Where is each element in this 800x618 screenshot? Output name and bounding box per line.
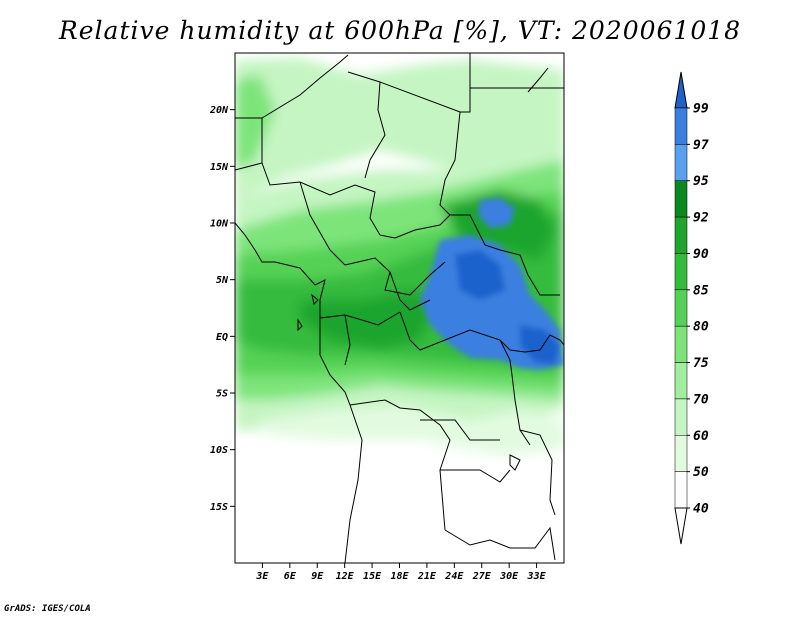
lat-tick-label: 10N [210,219,229,230]
lon-tick-label: 30E [499,571,519,582]
longitude-axis: 3E 6E 9E 12E 15E 18E 21E 24E 27E 30E 33E [255,563,547,582]
colorbar-bottom-triangle [674,507,688,545]
colorbar-segment [674,253,688,291]
colorbar-segment [674,289,688,327]
colorbar-label: 85 [693,283,709,298]
lon-tick-label: 24E [444,571,464,582]
colorbar-segment [674,398,688,436]
humidity-field [235,53,564,563]
colorbar-label: 80 [693,320,709,335]
lat-tick-label: 20N [209,105,229,116]
humidity-zone-light [260,405,564,455]
colorbar-label: 99 [693,102,709,117]
humidity-zone-saturated [455,250,505,300]
colorbar-segment [674,325,688,363]
colorbar-label: 70 [693,392,709,407]
colorbar-label: 92 [693,211,709,226]
colorbar-segment [674,471,688,509]
colorbar-segment [674,180,688,218]
latitude-axis: 20N 15N 10N 5N EQ 5S 10S 15S [209,105,235,513]
lon-tick-label: 18E [390,571,409,582]
colorbar-label: 97 [693,138,709,153]
lat-tick-label: 15S [210,502,228,513]
colorbar-label: 90 [693,247,709,262]
colorbar-top-triangle [674,71,688,109]
lon-tick-label: 6E [284,571,297,582]
chart-title: Relative humidity at 600hPa [%], VT: 202… [58,16,742,45]
colorbar-segment [674,435,688,472]
colorbar-segment [674,144,688,181]
colorbar-segment [674,362,688,400]
lat-tick-label: 10S [210,445,228,456]
colorbar-segment [674,216,688,254]
humidity-zone-saturated [478,198,515,228]
lon-tick-label: 27E [472,571,492,582]
colorbar-label: 60 [693,429,709,444]
humidity-zone-light [235,75,275,170]
lon-tick-label: 9E [311,571,324,582]
lon-tick-label: 3E [255,571,269,582]
lat-tick-label: EQ [216,332,228,343]
colorbar-label: 95 [693,174,709,189]
lon-tick-label: 15E [363,571,382,582]
lat-tick-label: 15N [210,162,229,173]
colorbar: 99 97 95 92 90 85 80 75 70 60 50 40 [674,71,709,545]
colorbar-label: 75 [693,356,709,371]
lon-tick-label: 12E [336,571,355,582]
lat-tick-label: 5N [216,275,229,286]
credit-label: GrADS: IGES/COLA [4,604,91,614]
colorbar-label: 40 [693,502,709,517]
colorbar-segment [674,107,688,145]
country-borders [235,53,564,563]
colorbar-label: 50 [693,465,709,480]
lat-tick-label: 5S [216,389,228,400]
lon-tick-label: 33E [527,571,547,582]
lon-tick-label: 21E [417,571,437,582]
